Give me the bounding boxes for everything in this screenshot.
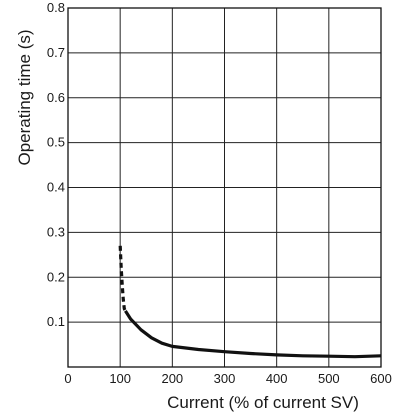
x-tick-label-600: 600 xyxy=(370,371,392,386)
x-tick-label-200: 200 xyxy=(161,371,183,386)
y-tick-label-0.4: 0.4 xyxy=(47,180,65,195)
y-tick-label-0.8: 0.8 xyxy=(47,0,65,15)
y-axis-title: Operating time (s) xyxy=(15,29,34,165)
x-tick-label-100: 100 xyxy=(109,371,131,386)
curve-dashed-0 xyxy=(118,245,127,312)
plot-frame xyxy=(67,7,382,368)
series-curves xyxy=(118,245,382,359)
grid-lines xyxy=(68,8,381,367)
y-tick-label-0.6: 0.6 xyxy=(47,90,65,105)
curve-solid-1 xyxy=(124,310,382,359)
y-tick-label-0.2: 0.2 xyxy=(47,269,65,284)
y-tick-label-0.5: 0.5 xyxy=(47,135,65,150)
x-tick-label-400: 400 xyxy=(266,371,288,386)
x-tick-label-500: 500 xyxy=(318,371,340,386)
y-tick-label-0.3: 0.3 xyxy=(47,224,65,239)
y-tick-label-0.7: 0.7 xyxy=(47,45,65,60)
x-tick-label-300: 300 xyxy=(214,371,236,386)
y-tick-label-0.1: 0.1 xyxy=(47,314,65,329)
x-axis-title: Current (% of current SV) xyxy=(167,393,359,412)
x-tick-label-0: 0 xyxy=(64,371,71,386)
x-tick-labels: 0 100 200 300 400 500 600 xyxy=(64,371,391,386)
y-tick-labels: 0.1 0.2 0.3 0.4 0.5 0.6 0.7 0.8 xyxy=(47,0,65,329)
